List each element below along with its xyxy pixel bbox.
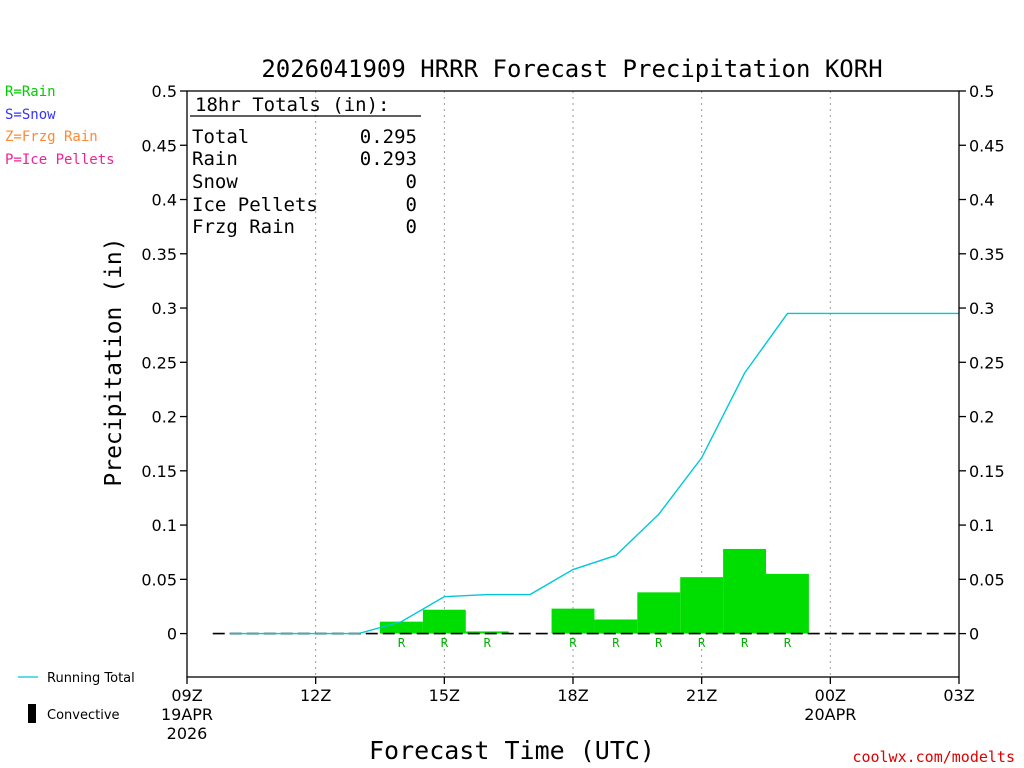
y-ticks-right: 0 0.05 0.1 0.15 0.2 0.25 0.3 0.35 0.4 0.45 0.5 bbox=[959, 82, 1005, 644]
x-tick-label: 18Z bbox=[557, 686, 588, 705]
running-total-series bbox=[229, 312, 959, 635]
precip-bar bbox=[766, 573, 809, 634]
precip-bar bbox=[594, 619, 638, 634]
y-axis-label: Precipitation (in) bbox=[101, 237, 127, 486]
precip-bar bbox=[422, 609, 466, 634]
x-axis-label: Forecast Time (UTC) bbox=[369, 736, 655, 765]
precip-type-letter: R bbox=[612, 636, 620, 650]
precip-type-letter: R bbox=[698, 636, 706, 650]
precip-type-letter: R bbox=[398, 636, 406, 650]
x-tick-date-label: 20APR bbox=[804, 705, 856, 724]
precip-bar bbox=[380, 621, 423, 634]
totals-row-label: Frzg Rain bbox=[192, 216, 295, 238]
y-tick-label-left: 0.2 bbox=[152, 408, 177, 427]
x-tick-date-label: 19APR bbox=[161, 705, 213, 724]
legend-snow: S=Snow bbox=[5, 107, 56, 123]
legend-ice-pellets: P=Ice Pellets bbox=[5, 152, 115, 168]
precip-type-legend: R=Rain S=Snow Z=Frzg Rain P=Ice Pellets bbox=[5, 84, 115, 168]
y-tick-label-left: 0.3 bbox=[152, 299, 177, 318]
x-tick-year-label: 2026 bbox=[167, 724, 208, 743]
chart-title: 2026041909 HRRR Forecast Precipitation K… bbox=[261, 55, 882, 83]
totals-row-value: 0 bbox=[406, 171, 417, 193]
legend-rain: R=Rain bbox=[5, 84, 56, 100]
y-tick-label-right: 0.05 bbox=[969, 570, 1005, 589]
y-tick-label-right: 0.2 bbox=[969, 408, 994, 427]
y-ticks-left: 0 0.05 0.1 0.15 0.2 0.25 0.3 0.35 0.4 0.45 0.5 bbox=[141, 82, 187, 644]
x-tick-label: 03Z bbox=[943, 686, 974, 705]
y-tick-label-right: 0.5 bbox=[969, 82, 994, 101]
y-tick-label-right: 0.3 bbox=[969, 299, 994, 318]
y-tick-label-right: 0.35 bbox=[969, 245, 1005, 264]
totals-row-value: 0 bbox=[406, 216, 417, 238]
y-tick-label-right: 0.15 bbox=[969, 462, 1005, 481]
precip-type-letter: R bbox=[569, 636, 577, 650]
convective-swatch bbox=[28, 704, 36, 723]
y-tick-label-left: 0.4 bbox=[152, 191, 177, 210]
totals-header: 18hr Totals (in): bbox=[195, 94, 389, 116]
y-tick-label-left: 0.45 bbox=[141, 136, 177, 155]
precip-type-letter: R bbox=[441, 636, 449, 650]
totals-row-label: Total bbox=[192, 126, 249, 148]
x-tick-label: 12Z bbox=[300, 686, 331, 705]
x-tick-label: 21Z bbox=[686, 686, 717, 705]
precip-type-letter: R bbox=[741, 636, 749, 650]
series-legend: Running Total Convective bbox=[18, 671, 135, 723]
y-tick-label-right: 0.25 bbox=[969, 353, 1005, 372]
vertical-gridlines bbox=[315, 91, 831, 677]
y-tick-label-left: 0.35 bbox=[141, 245, 177, 264]
y-tick-label-left: 0.5 bbox=[152, 82, 177, 101]
y-tick-label-left: 0.25 bbox=[141, 353, 177, 372]
precip-bar bbox=[637, 592, 681, 634]
convective-legend-label: Convective bbox=[47, 708, 120, 723]
precip-type-letter: R bbox=[655, 636, 663, 650]
y-tick-label-left: 0.1 bbox=[152, 516, 177, 535]
totals-box: 18hr Totals (in): Total 0.295 Rain 0.293… bbox=[190, 94, 421, 238]
y-tick-label-left: 0.05 bbox=[141, 570, 177, 589]
legend-frzg-rain: Z=Frzg Rain bbox=[5, 129, 98, 145]
precip-bar bbox=[551, 608, 595, 634]
x-tick-label: 09Z bbox=[171, 686, 202, 705]
totals-row-value: 0.293 bbox=[360, 148, 417, 170]
y-tick-label-right: 0 bbox=[969, 625, 979, 644]
totals-row-label: Snow bbox=[192, 171, 238, 193]
precip-bar bbox=[680, 577, 724, 634]
totals-row-value: 0 bbox=[406, 194, 417, 216]
running-total-line bbox=[229, 312, 959, 635]
x-tick-label: 15Z bbox=[429, 686, 460, 705]
credit-text: coolwx.com/modelts bbox=[852, 748, 1015, 766]
y-tick-label-right: 0.1 bbox=[969, 516, 994, 535]
precip-type-letter: R bbox=[484, 636, 492, 650]
precip-type-letter: R bbox=[784, 636, 792, 650]
running-total-legend-label: Running Total bbox=[47, 671, 135, 686]
y-tick-label-right: 0.4 bbox=[969, 191, 994, 210]
totals-row-value: 0.295 bbox=[360, 126, 417, 148]
precip-bar bbox=[723, 548, 766, 634]
y-tick-label-right: 0.45 bbox=[969, 136, 1005, 155]
totals-row-label: Ice Pellets bbox=[192, 194, 318, 216]
precip-bar bbox=[465, 631, 509, 634]
y-tick-label-left: 0.15 bbox=[141, 462, 177, 481]
x-tick-label: 00Z bbox=[815, 686, 846, 705]
totals-row-label: Rain bbox=[192, 148, 238, 170]
precip-bars bbox=[380, 548, 809, 634]
y-tick-label-left: 0 bbox=[167, 625, 177, 644]
